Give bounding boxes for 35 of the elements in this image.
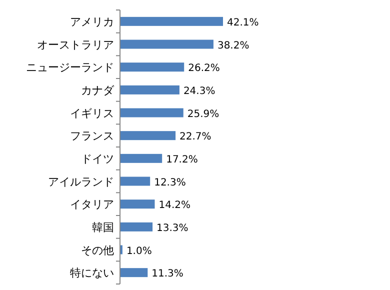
data-label: 17.2% xyxy=(166,154,198,166)
y-tick-label: フランス xyxy=(70,130,114,143)
data-label: 22.7% xyxy=(180,132,212,143)
y-tick-label: 韓国 xyxy=(92,220,114,234)
data-label: 24.3% xyxy=(183,86,216,97)
y-tick-label: カナダ xyxy=(81,84,115,97)
bar xyxy=(120,154,162,163)
bar xyxy=(120,131,176,140)
y-tick-label: アメリカ xyxy=(70,15,114,28)
bar xyxy=(120,176,150,186)
data-label: 42.1% xyxy=(227,17,259,28)
data-label: 26.2% xyxy=(188,63,220,74)
data-label: 12.3% xyxy=(154,177,186,188)
bar xyxy=(120,108,184,118)
y-tick-label: ドイツ xyxy=(81,152,114,166)
data-label: 38.2% xyxy=(217,40,250,52)
data-label: 11.3% xyxy=(152,268,184,280)
bar xyxy=(120,85,180,94)
bar xyxy=(120,62,184,72)
data-label: 25.9% xyxy=(187,108,220,120)
data-label: 13.3% xyxy=(156,222,188,234)
y-tick-label: ニュージーランド xyxy=(26,61,114,74)
bar xyxy=(120,222,153,232)
data-label: 1.0% xyxy=(126,246,152,257)
y-tick-label: オーストラリア xyxy=(37,38,114,52)
y-tick-label: その他 xyxy=(81,244,114,257)
bar xyxy=(120,16,223,26)
y-tick-label: イタリア xyxy=(70,198,114,212)
y-tick-label: 特にない xyxy=(70,266,114,280)
y-tick-label: イギリス xyxy=(70,106,114,120)
bar xyxy=(120,268,148,278)
data-label: 14.2% xyxy=(158,200,191,212)
y-tick-label: アイルランド xyxy=(48,175,114,188)
bar xyxy=(120,200,155,209)
bar xyxy=(120,40,214,49)
